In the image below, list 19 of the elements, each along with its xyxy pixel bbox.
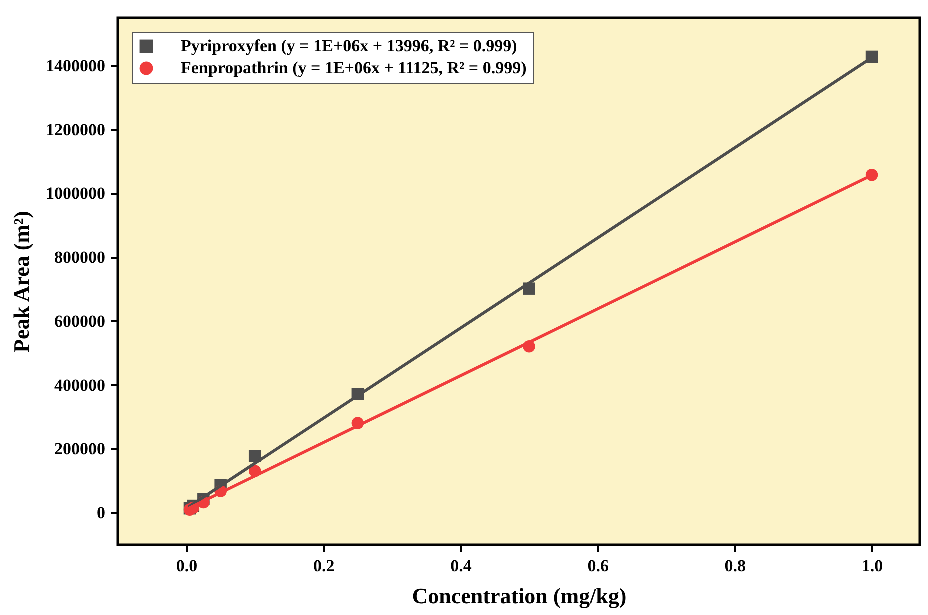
y-tick-label: 1000000 [46,184,106,204]
x-tick-label: 0.4 [450,556,472,576]
y-tick-label: 600000 [54,312,106,331]
y-tick-label: 1400000 [46,56,106,76]
legend-label: Fenpropathrin (y = 1E+06x + 11125, R² = 0.999) [181,58,527,78]
x-tick-label: 0.8 [724,556,746,576]
y-tick-label: 1200000 [46,120,106,140]
y-tick-label: 800000 [54,248,106,268]
y-tick-label: 0 [97,504,106,523]
x-tick-label: 1.0 [862,556,884,576]
x-tick-label: 0.2 [314,556,335,576]
y-tick-label: 400000 [54,376,106,395]
x-axis-title: Concentration (mg/kg) [412,584,627,608]
legend-label: Pyriproxyfen (y = 1E+06x + 13996, R² = 0.999) [181,36,518,56]
y-tick-label: 200000 [54,440,106,459]
x-tick-label: 0.0 [176,556,198,576]
point [248,450,262,462]
x-tick-label: 0.6 [588,556,609,576]
y-axis-title: Peak Area (m²) [9,211,34,353]
